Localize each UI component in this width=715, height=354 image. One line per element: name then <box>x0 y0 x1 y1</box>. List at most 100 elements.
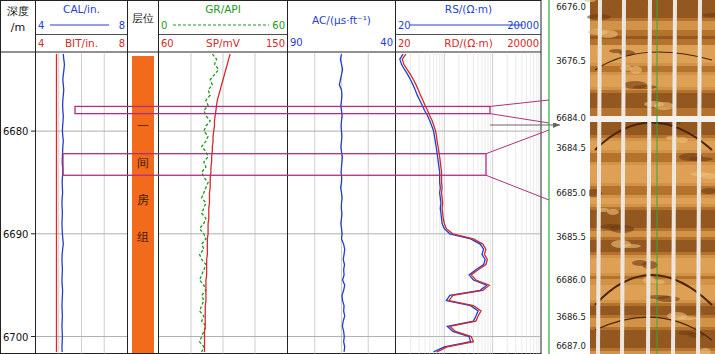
image-depth-label: 3685.5 <box>556 232 586 242</box>
image-spot <box>632 260 648 266</box>
depth-title: /m <box>11 21 25 34</box>
image-band <box>590 180 715 183</box>
label-bg <box>553 56 589 66</box>
image-band <box>590 243 715 246</box>
minor-grid-line <box>481 52 482 354</box>
image-band <box>590 75 715 78</box>
minor-grid-line <box>490 52 491 354</box>
scale-label: 90 <box>290 37 303 48</box>
log-curve <box>56 54 57 352</box>
header-line <box>0 52 541 53</box>
grid-line <box>58 52 59 354</box>
image-band <box>590 189 715 192</box>
formation-name: 一间房组 <box>137 119 149 244</box>
label-bg <box>553 312 589 322</box>
image-band <box>590 192 715 195</box>
scale-label: 60 <box>161 38 174 49</box>
green-line <box>548 0 549 354</box>
depth-tick <box>31 336 35 337</box>
image-band <box>590 6 715 9</box>
image-depth-label: 6676.0 <box>556 2 586 12</box>
connector <box>490 100 549 106</box>
minor-grid-line <box>410 52 411 354</box>
curve-name: GR/API <box>205 3 241 15</box>
formation-char: 房 <box>137 193 149 207</box>
image-band <box>590 81 715 84</box>
image-depth-label: 6685.0 <box>556 188 586 198</box>
image-band <box>590 165 715 168</box>
image-spot <box>644 101 664 107</box>
image-log <box>584 0 715 354</box>
grid-line <box>444 52 445 354</box>
depth-title: 深度 <box>7 5 29 18</box>
image-base <box>590 0 715 354</box>
image-spot <box>701 188 715 194</box>
track-divider <box>395 0 396 354</box>
image-band <box>590 198 715 201</box>
image-depth-label: 6687.0 <box>556 341 586 351</box>
scale-label: 60 <box>272 20 285 31</box>
curves <box>400 54 489 352</box>
image-band <box>590 150 715 153</box>
minor-grid-line <box>538 52 539 354</box>
image-spot <box>630 66 642 74</box>
minor-grid-line <box>515 52 516 354</box>
image-spot <box>699 348 711 354</box>
depth-tick <box>31 131 35 132</box>
formation-char: 组 <box>137 230 149 244</box>
label-bg <box>553 275 589 285</box>
image-band <box>590 93 715 96</box>
grid-line <box>223 52 224 354</box>
frame <box>1 1 542 354</box>
image-band <box>590 132 715 135</box>
image-band <box>590 183 715 186</box>
green-line <box>657 0 658 354</box>
image-band <box>590 0 715 3</box>
grid-line <box>396 131 541 132</box>
connector <box>486 175 549 200</box>
image-band <box>590 3 715 6</box>
minor-grid-line <box>507 52 508 354</box>
curves <box>339 54 344 352</box>
log-curve <box>339 54 344 352</box>
pad-gap <box>596 0 602 354</box>
image-band <box>590 42 715 45</box>
minor-grid-line <box>485 52 486 354</box>
track-divider <box>127 0 128 354</box>
scale-label: 20 <box>398 38 411 49</box>
pad-gap <box>620 0 626 354</box>
background <box>0 0 715 354</box>
scale-label: 4 <box>38 20 44 31</box>
image-band <box>590 108 715 111</box>
scale-label: 8 <box>119 38 125 49</box>
image-band <box>590 90 715 93</box>
grid-line <box>492 52 493 354</box>
image-band <box>590 300 715 303</box>
image-depth-label: 3676.5 <box>556 56 586 66</box>
image-spot <box>702 13 715 17</box>
image-band <box>590 234 715 237</box>
curve-name: BIT/in. <box>65 37 98 49</box>
label-bg <box>553 113 589 123</box>
image-band <box>590 63 715 66</box>
scale-label: 40 <box>380 37 393 48</box>
depth-tick <box>31 233 35 234</box>
grid-line <box>396 233 541 234</box>
track-divider <box>158 0 159 354</box>
image-band <box>590 255 715 258</box>
image-band <box>590 96 715 99</box>
image-band <box>590 303 715 306</box>
legend-line <box>173 25 269 26</box>
image-band <box>590 45 715 48</box>
image-spot <box>667 312 687 320</box>
image-spot <box>678 331 694 335</box>
pad-gap <box>696 0 702 354</box>
image-band <box>590 219 715 222</box>
label-bg <box>553 232 589 242</box>
depth-label: 6690 <box>3 229 28 240</box>
grid-line <box>314 52 315 354</box>
minor-grid-line <box>433 52 434 354</box>
image-band <box>590 78 715 81</box>
image-band <box>590 72 715 75</box>
image-band <box>590 177 715 180</box>
